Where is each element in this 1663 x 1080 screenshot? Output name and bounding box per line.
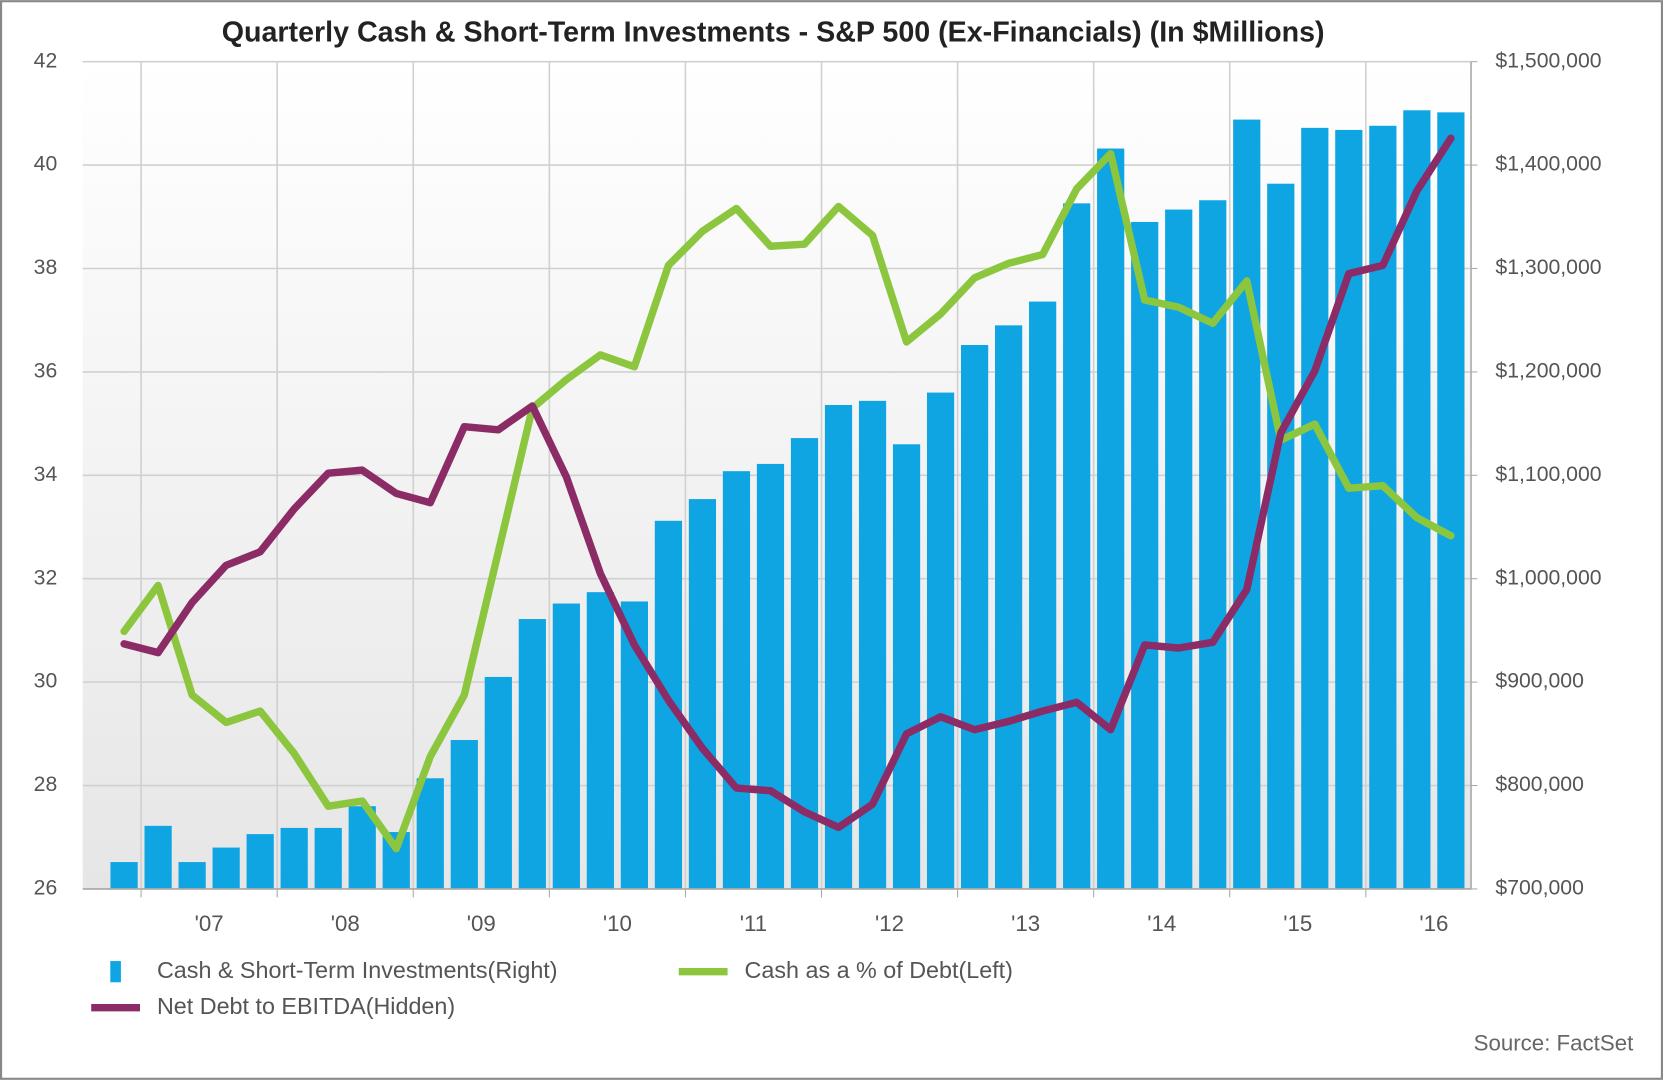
- bar: [824, 404, 853, 889]
- legend-label: Cash & Short-Term Investments(Right): [157, 957, 558, 983]
- y-tick-label: 40: [34, 153, 58, 176]
- bar: [1199, 200, 1227, 889]
- bar: [688, 499, 717, 889]
- y2-tick-label: $700,000: [1495, 877, 1583, 900]
- bar: [586, 592, 614, 889]
- bar: [995, 325, 1023, 889]
- x-tick-label: '11: [740, 911, 767, 936]
- line: [120, 149, 1455, 853]
- bar: [1063, 203, 1091, 889]
- line: [120, 134, 1455, 832]
- y2-tick-label: $1,300,000: [1495, 256, 1601, 279]
- bar: [484, 676, 512, 889]
- bar: [960, 345, 989, 889]
- y-tick-label: 34: [34, 463, 58, 486]
- x-tick-label: '16: [1419, 911, 1448, 936]
- x-tick-label: '10: [603, 911, 632, 936]
- x-tick-label: '15: [1283, 911, 1312, 936]
- y-tick-label: 32: [34, 566, 58, 589]
- y2-tick-label: $1,000,000: [1495, 566, 1601, 589]
- bar: [110, 862, 138, 889]
- bar: [552, 603, 580, 889]
- y2-tick-label: $900,000: [1495, 670, 1583, 693]
- bar: [1233, 119, 1261, 889]
- y-tick-label: 26: [34, 877, 58, 900]
- bar: [1267, 183, 1295, 889]
- bar: [858, 400, 887, 889]
- bar: [178, 862, 206, 889]
- bar: [212, 847, 240, 889]
- bar: [1029, 301, 1057, 889]
- chart-title: Quarterly Cash & Short-Term Investments …: [222, 17, 1325, 49]
- x-tick-label: '13: [1011, 911, 1040, 936]
- y2-tick-label: $1,500,000: [1495, 49, 1601, 72]
- y2-tick-label: $800,000: [1495, 773, 1583, 796]
- bar: [892, 444, 921, 889]
- bar: [1131, 221, 1159, 889]
- y2-tick-label: $1,100,000: [1495, 463, 1601, 486]
- y2-tick-label: $1,400,000: [1495, 153, 1601, 176]
- bar: [790, 438, 819, 889]
- bar: [1097, 148, 1125, 889]
- bar: [1165, 209, 1193, 889]
- bar: [144, 825, 172, 889]
- y-tick-label: 38: [34, 256, 58, 279]
- legend: Cash & Short-Term Investments(Right) Cash…: [91, 957, 1013, 1019]
- y-tick-label: 30: [34, 670, 58, 693]
- bar: [518, 619, 546, 889]
- marks: [110, 110, 1465, 889]
- bar: [1301, 127, 1329, 889]
- bar: [1335, 129, 1363, 889]
- bar: [722, 471, 751, 889]
- bar: [450, 740, 478, 889]
- bar: [926, 392, 955, 889]
- axes: 26 28 30 32 34 36 38 40 42 $700,000 $800,000 $900,0…: [34, 49, 1602, 936]
- bar: [246, 834, 274, 889]
- y-tick-label: 42: [34, 49, 58, 72]
- y2-tick-label: $1,200,000: [1495, 360, 1601, 383]
- x-tick-label: '07: [195, 911, 224, 936]
- source: Source: FactSet: [1474, 1031, 1634, 1056]
- y-tick-label: 28: [34, 773, 58, 796]
- legend-label: Cash as a % of Debt(Left): [745, 957, 1013, 983]
- x-tick-label: '09: [467, 911, 496, 936]
- bar: [1403, 110, 1431, 889]
- bar: [1437, 112, 1465, 889]
- legend-label: Net Debt to EBITDA(Hidden): [157, 993, 455, 1019]
- bar: [756, 463, 785, 889]
- x-tick-label: '08: [331, 911, 360, 936]
- x-tick-label: '14: [1147, 911, 1176, 936]
- bar: [280, 827, 308, 889]
- legend-swatch: [110, 961, 121, 983]
- y-tick-label: 36: [34, 360, 58, 383]
- bar: [416, 778, 444, 889]
- bar: [314, 827, 342, 889]
- x-tick-label: '12: [875, 911, 904, 936]
